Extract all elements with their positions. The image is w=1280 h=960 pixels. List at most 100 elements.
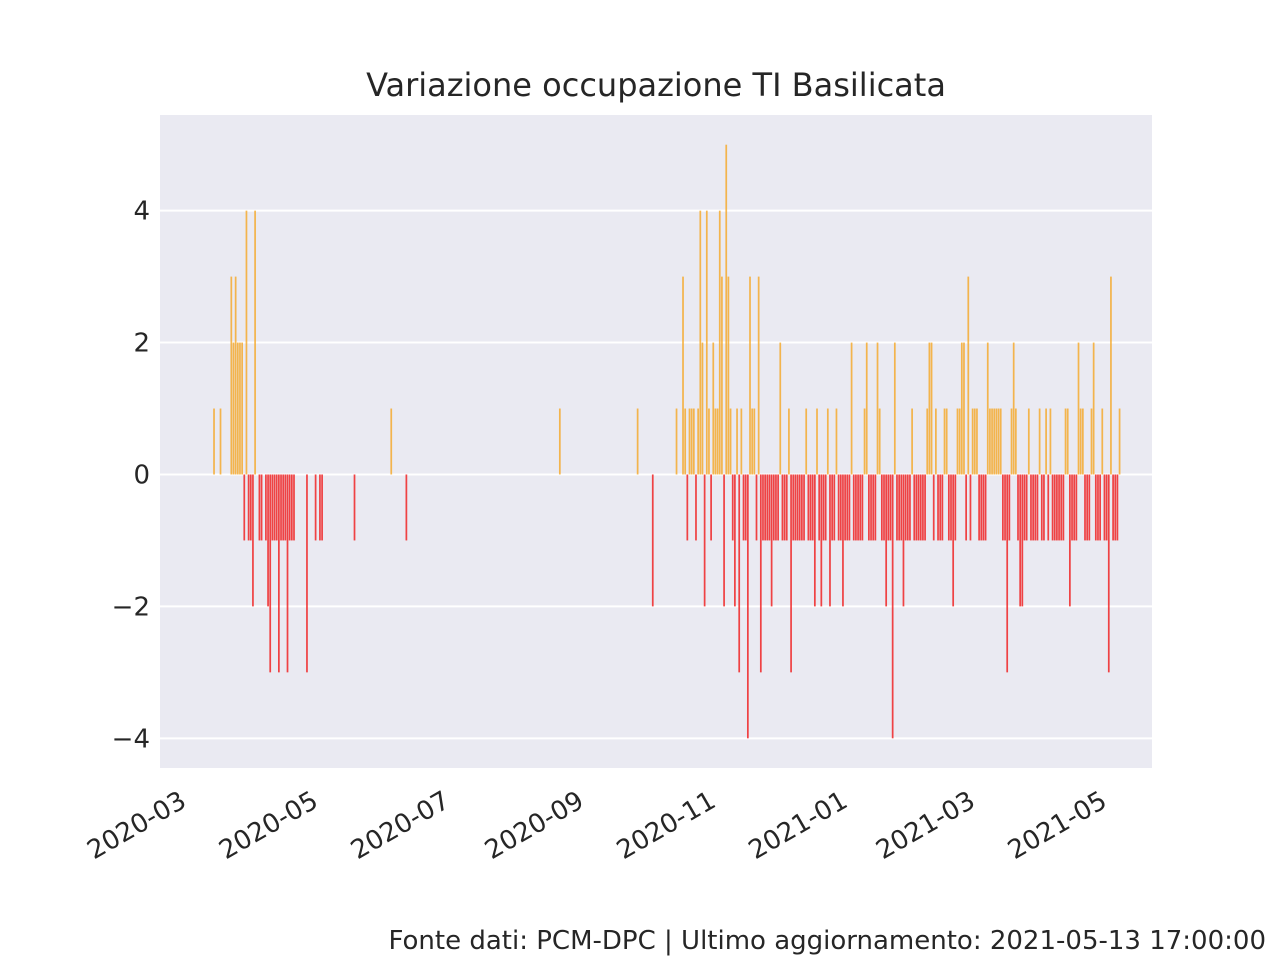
bar [963, 342, 965, 475]
bar [1110, 276, 1112, 475]
bar [876, 342, 879, 475]
grid-lines [160, 209, 1152, 740]
bar [915, 474, 918, 541]
bar [1043, 474, 1045, 541]
bar [1030, 474, 1032, 541]
x-tick-label: 2020-05 [214, 786, 323, 866]
bar [801, 474, 803, 541]
bar [314, 474, 317, 541]
bar [896, 474, 898, 541]
bar [286, 474, 289, 673]
bar [902, 474, 905, 607]
bar [1075, 474, 1078, 541]
bar [762, 474, 764, 541]
x-tick-label: 2021-01 [744, 786, 853, 866]
bar [651, 474, 654, 607]
bar [710, 474, 712, 541]
bar [956, 408, 959, 475]
bar [978, 474, 980, 541]
bar [688, 408, 691, 475]
bar [686, 474, 689, 541]
x-tick-label: 2021-03 [871, 786, 980, 866]
bar [729, 408, 732, 475]
bar [684, 408, 687, 475]
bar [883, 474, 885, 541]
bar [744, 474, 747, 541]
bar [1017, 474, 1019, 541]
bar [690, 408, 693, 475]
bar [870, 474, 872, 541]
bar [258, 474, 261, 541]
bar [855, 474, 857, 541]
bar [284, 474, 287, 541]
bar [736, 408, 738, 475]
bar [837, 474, 840, 541]
bar [958, 408, 961, 475]
bar [813, 474, 816, 607]
bar [1107, 474, 1110, 673]
bar [1004, 474, 1006, 541]
bar [939, 474, 942, 541]
bar [885, 474, 888, 607]
bar [759, 474, 762, 673]
bar [695, 474, 697, 541]
bar [1032, 474, 1034, 541]
bar [230, 276, 233, 475]
y-tick-label: −4 [112, 724, 150, 754]
bar [703, 474, 706, 607]
bar [822, 474, 825, 541]
bar [269, 474, 272, 673]
bar [818, 474, 821, 541]
bar [247, 474, 250, 541]
bar [941, 474, 944, 541]
bar [844, 474, 846, 541]
bar [865, 342, 868, 475]
x-tick-label: 2020-03 [82, 786, 191, 866]
bar [252, 474, 254, 607]
bar [863, 408, 866, 475]
bar [1060, 474, 1063, 541]
bar [1053, 474, 1056, 541]
bar [723, 474, 725, 607]
bar [891, 474, 894, 739]
bar [816, 408, 818, 475]
bar [716, 408, 719, 475]
bar [911, 408, 913, 475]
bar [232, 342, 235, 475]
bar [1088, 474, 1091, 541]
bar [989, 408, 991, 475]
bar [1066, 408, 1069, 475]
bar [245, 210, 248, 475]
bar [924, 474, 926, 541]
bar [995, 408, 998, 475]
bar [288, 474, 291, 541]
bar [788, 408, 790, 475]
bar [1090, 408, 1093, 475]
bar [1049, 408, 1052, 475]
bar [997, 408, 1000, 475]
bar [273, 474, 276, 541]
bar [712, 342, 715, 475]
bar [699, 210, 702, 475]
bar [859, 474, 862, 541]
bar [917, 474, 920, 541]
bar [826, 408, 829, 475]
y-tick-label: 2 [133, 329, 150, 359]
bar [777, 474, 779, 541]
bar [796, 474, 799, 541]
bar [868, 474, 870, 541]
y-tick-label: −2 [112, 592, 150, 622]
bar [932, 474, 935, 541]
bar [1103, 474, 1106, 541]
bar [1019, 474, 1022, 607]
bar [900, 474, 903, 541]
bar [952, 474, 955, 607]
bar [928, 342, 931, 475]
bar [753, 408, 756, 475]
bar [1008, 474, 1011, 541]
bar [965, 474, 967, 541]
bar [850, 342, 853, 475]
bar [675, 408, 678, 475]
bar [986, 342, 989, 475]
bar [1038, 408, 1041, 475]
